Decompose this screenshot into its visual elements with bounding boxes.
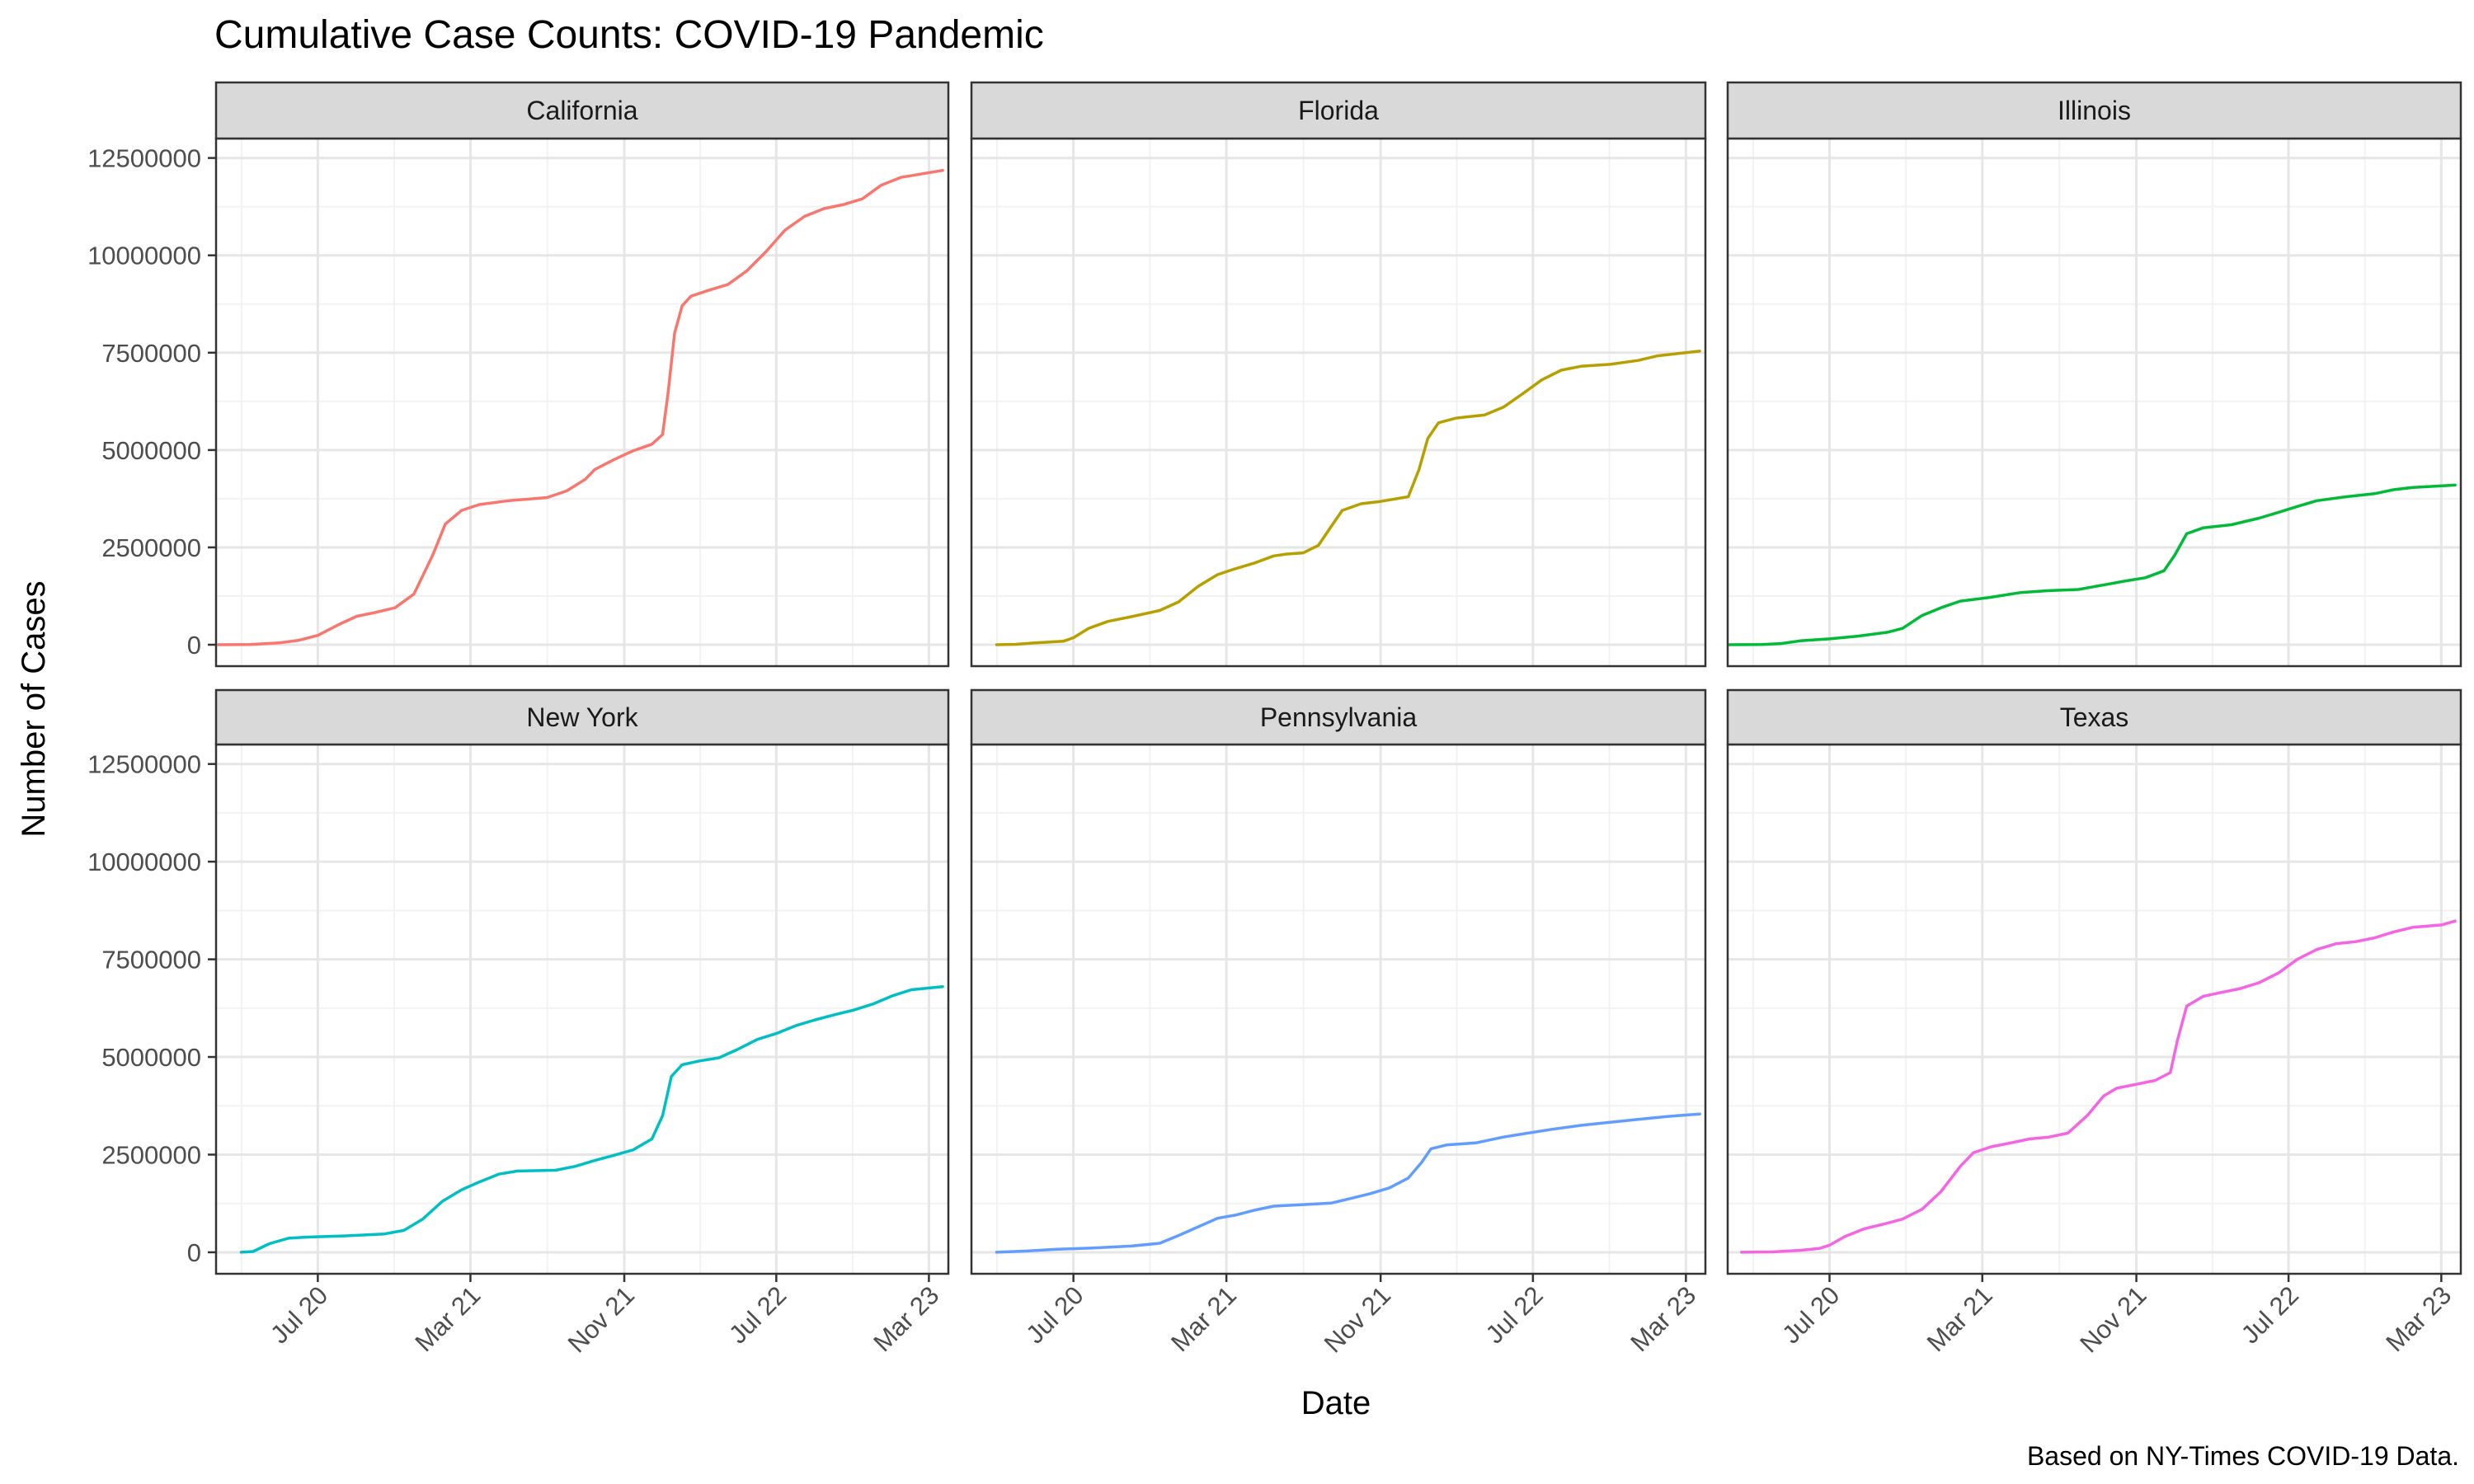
x-tick-label: Jul 20 — [1776, 1280, 1845, 1349]
facet-strip-label: Texas — [2060, 702, 2129, 732]
x-tick-label: Mar 23 — [2380, 1280, 2457, 1357]
series-line-florida — [995, 350, 1701, 646]
x-tick-label: Mar 23 — [1625, 1280, 1701, 1357]
facet-panels: California 0 2500000 5000000 7500000 10000000… — [87, 81, 2462, 1358]
y-tick-label: 2500000 — [101, 1140, 201, 1169]
facet-panel-illinois: Illinois — [1726, 81, 2462, 668]
y-tick-label: 12500000 — [87, 144, 201, 173]
x-tick-label: Nov 21 — [562, 1280, 640, 1358]
panel-background — [1728, 139, 2461, 666]
panel-background — [971, 139, 1705, 666]
chart-caption: Based on NY-Times COVID-19 Data. — [2027, 1441, 2459, 1471]
facet-strip-label: California — [526, 96, 637, 125]
facet-strip — [214, 81, 950, 140]
x-tick-label: Mar 23 — [868, 1280, 944, 1357]
x-tick-label: Jul 20 — [265, 1280, 333, 1349]
y-tick-label: 5000000 — [101, 1043, 201, 1072]
x-tick-label: Jul 22 — [1480, 1280, 1549, 1349]
facet-strip-label: Pennsylvania — [1260, 702, 1418, 732]
facet-strip-label: New York — [526, 702, 638, 732]
panel-background — [216, 139, 948, 666]
y-axis-title: Number of Cases — [16, 580, 52, 837]
facet-strip-label: Illinois — [2058, 96, 2131, 125]
facet-panel-pennsylvania: Pennsylvania Jul 20 Mar 21 Nov 21 Jul 22 Mar … — [970, 688, 1707, 1358]
series-line-new-york — [239, 985, 944, 1254]
facet-strip-label: Florida — [1298, 96, 1379, 125]
panel-background — [971, 744, 1705, 1274]
x-tick-label: Mar 21 — [1921, 1280, 1998, 1357]
y-tick-label: 10000000 — [87, 848, 201, 876]
facet-panel-new-york: New York 0 2500000 5000000 7500000 10000000 12… — [87, 688, 950, 1358]
facet-panel-florida: Florida — [970, 81, 1707, 668]
facet-strip — [970, 81, 1707, 140]
x-tick-label: Jul 22 — [2236, 1280, 2304, 1349]
y-tick-label: 2500000 — [101, 533, 201, 562]
facet-strip — [214, 688, 950, 746]
y-tick-label: 0 — [187, 1238, 201, 1267]
y-tick-label: 7500000 — [101, 946, 201, 974]
x-tick-label: Mar 21 — [409, 1280, 486, 1357]
panel-background — [216, 744, 948, 1274]
facet-strip — [1726, 81, 2462, 140]
y-tick-label: 10000000 — [87, 242, 201, 270]
facet-panel-california: California 0 2500000 5000000 7500000 10000000… — [87, 81, 950, 668]
y-tick-label: 12500000 — [87, 750, 201, 779]
x-tick-label: Nov 21 — [2074, 1280, 2152, 1358]
y-tick-label: 7500000 — [101, 339, 201, 368]
facet-panel-texas: Texas Jul 20 Mar 21 Nov 21 Jul 22 Mar 23 — [1726, 688, 2462, 1358]
series-line-texas — [1740, 919, 2457, 1254]
chart-title: Cumulative Case Counts: COVID-19 Pandemi… — [214, 13, 1044, 57]
y-tick-label: 5000000 — [101, 436, 201, 465]
y-tick-label: 0 — [187, 631, 201, 660]
x-tick-label: Mar 21 — [1165, 1280, 1242, 1357]
panel-background — [1728, 744, 2461, 1274]
x-tick-label: Jul 22 — [723, 1280, 792, 1349]
series-line-pennsylvania — [995, 1112, 1701, 1254]
x-axis-title: Date — [1301, 1385, 1371, 1421]
facet-strip — [970, 688, 1707, 746]
x-tick-label: Jul 20 — [1020, 1280, 1089, 1349]
series-line-illinois — [1728, 483, 2457, 646]
series-line-california — [217, 168, 944, 646]
x-tick-label: Nov 21 — [1319, 1280, 1396, 1358]
facet-strip — [1726, 688, 2462, 746]
